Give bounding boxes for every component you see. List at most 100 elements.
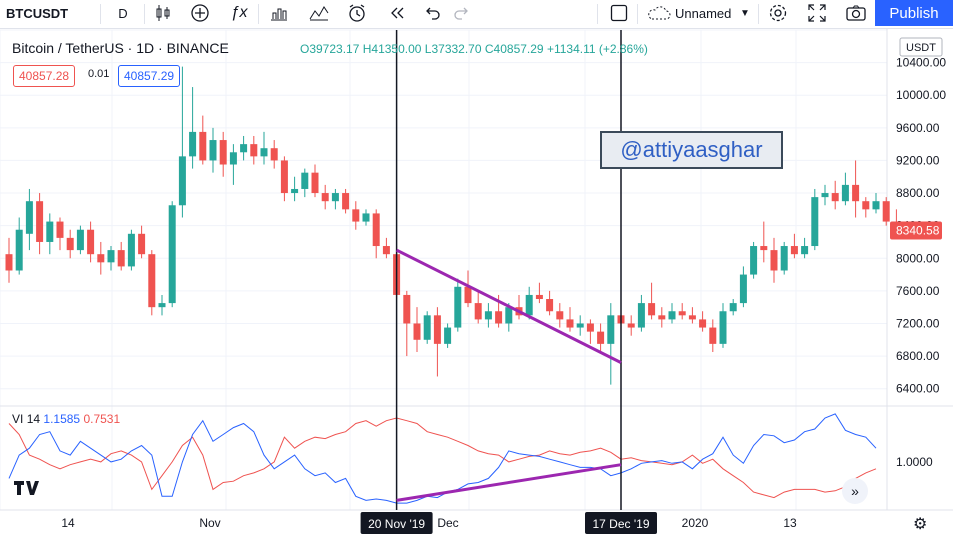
candle-body [291,188,299,194]
replay-icon[interactable] [384,0,410,26]
candle-body [444,327,452,344]
candle-body [321,193,329,202]
redo-icon[interactable] [448,0,474,26]
candle-body [158,303,166,308]
candle-body [240,144,248,153]
fullscreen-toggle-icon[interactable] [606,0,632,26]
buy-price-button[interactable]: 40857.29 [118,65,181,87]
time-marker-label: 20 Nov '19 [368,517,425,531]
price-tick-label: 7600.00 [896,284,940,298]
candle-body [556,311,564,320]
vertical-markers: 20 Nov '19 17 Dec '19 [360,30,657,534]
candle-body [546,299,554,312]
candle-body [719,311,727,344]
vi-legend[interactable]: VI 14 1.1585 0.7531 [12,412,120,426]
candle-body [199,131,207,161]
candle-body [648,303,656,316]
price-tick-label: 6400.00 [896,382,940,396]
axes: USDT 10400.00 10000.00 9600.00 9200.00 8800.0… [61,37,946,530]
financials-icon[interactable] [266,0,292,26]
vi-plus-line [8,413,877,504]
toolbar-divider [144,4,145,24]
candle-body [464,286,472,304]
candle-body [209,140,217,161]
candle-body [219,140,227,165]
compare-add-icon[interactable] [187,0,213,26]
candle-body [597,331,605,344]
candle-body [831,193,839,202]
candle-body [637,303,645,328]
candle-body [760,246,768,251]
candle-body [189,131,197,157]
layout-name[interactable]: Unnamed [675,5,732,21]
vi-minus-line [8,417,877,499]
cloud-icon[interactable] [644,0,674,26]
grid [0,28,953,511]
candle-body [178,156,186,206]
camera-icon[interactable] [843,0,869,26]
alert-clock-icon[interactable] [344,0,370,26]
chevron-down-icon[interactable]: ▼ [740,7,750,19]
time-marker-label: 17 Dec '19 [593,517,650,531]
undo-icon[interactable] [420,0,446,26]
expand-icon[interactable] [804,0,830,26]
candle-body [433,315,441,344]
candle-body [372,213,380,247]
candle-body [474,303,482,320]
toolbar-divider [100,4,101,24]
price-tick-label: 6800.00 [896,349,940,363]
candle-body [66,237,74,251]
currency-box [899,37,943,57]
candle-body [97,254,105,263]
last-price-badge [890,221,942,240]
gear-icon[interactable]: ⚙ [913,516,928,533]
currency-label: USDT [906,42,936,54]
candle-body [586,323,594,332]
price-tick-label: 9200.00 [896,153,940,167]
candle-body [862,201,870,210]
publish-button[interactable]: Publish [875,0,953,26]
candle-body [76,229,84,251]
candle-body [495,311,503,324]
toolbar-divider [597,4,598,24]
scroll-to-realtime-button[interactable]: » [842,478,868,504]
candle-body [127,233,135,267]
gear-icon[interactable] [765,0,791,26]
chart-type-icon[interactable] [150,0,176,26]
time-marker-box [585,512,657,534]
candle-body [729,303,737,312]
candle-body [148,254,156,308]
candle-body [607,315,615,344]
candle-body [362,213,370,222]
candle-body [811,197,819,247]
candle-body [403,294,411,324]
candle-body [15,229,23,271]
candle-body [821,193,829,198]
candle-body [852,184,860,202]
symbol-search-button[interactable]: BTCUSDT [6,5,69,21]
vi-length: 14 [26,412,41,426]
price-tick-label: 10400.00 [896,56,946,70]
time-tick-label: Nov [199,516,220,530]
ohlc-values: O39723.17 H41350.00 L37332.70 C40857.29 … [300,42,648,56]
vi-lines [8,413,877,504]
candle-body [678,311,686,316]
candle-body [535,294,543,300]
candle-body [107,250,115,263]
candle-body [882,201,890,222]
candle-body [87,229,95,255]
sell-price-button[interactable]: 40857.28 [13,65,76,87]
candle-body [739,274,747,304]
candle-body [342,193,350,210]
indicators-icon[interactable]: ƒx [230,4,248,21]
symbol-title[interactable]: Bitcoin / TetherUS · 1D · BINANCE [12,40,229,56]
price-tick-label: 8000.00 [896,251,940,265]
vi-trendline [396,463,622,502]
price-trendline [395,248,622,364]
templates-icon[interactable] [306,0,332,26]
candle-body [566,319,574,328]
candle-body [331,193,339,202]
interval-button[interactable]: D [118,5,128,21]
candle-body [658,315,666,320]
